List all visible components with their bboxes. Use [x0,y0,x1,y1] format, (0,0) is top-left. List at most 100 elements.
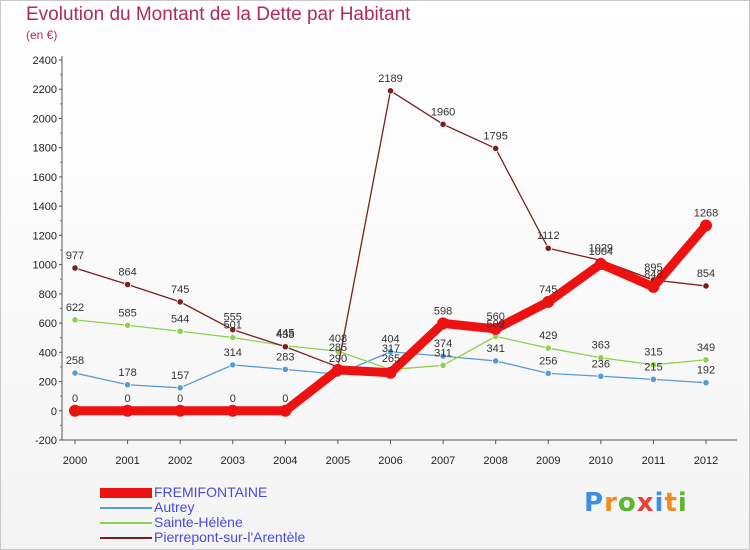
data-label: 178 [118,367,136,379]
series-point-1 [123,381,132,389]
series-point-1 [649,375,658,383]
series-point-3 [702,282,710,290]
series-point-2 [702,356,710,364]
data-label: 0 [125,393,131,405]
x-tick-label: 2001 [115,455,139,467]
data-label: 2189 [378,73,402,85]
series-point-0 [69,404,81,417]
data-label: 317 [382,343,400,355]
x-tick-label: 2004 [273,455,297,467]
data-label: 192 [697,365,715,377]
chart-unit: (en €) [26,28,58,42]
series-point-3 [229,326,237,334]
data-label: 315 [644,347,662,359]
data-label: 285 [329,342,347,354]
x-tick-label: 2000 [63,455,87,467]
series-point-0 [174,404,187,417]
series-point-0 [279,404,292,417]
data-label: 864 [118,266,136,278]
x-tick-label: 2005 [326,455,350,467]
series-point-0 [437,317,450,330]
legend-swatch-autrey [100,506,152,509]
data-label: 363 [592,340,610,352]
data-label: 509 [486,318,504,330]
series-point-3 [439,120,447,128]
y-tick-label: 2400 [33,55,57,67]
chart-title: Evolution du Montant de la Dette par Hab… [26,4,411,25]
y-tick-label: 200 [39,377,57,389]
data-label: 256 [539,355,557,367]
data-label: 311 [434,347,452,359]
data-label: 0 [282,393,288,405]
data-label: 0 [230,393,236,405]
x-tick-label: 2007 [431,455,455,467]
data-label: 215 [644,361,662,373]
x-tick-label: 2008 [483,455,507,467]
y-tick-label: 800 [39,289,57,301]
series-point-2 [597,354,605,362]
data-label: 1112 [537,230,560,242]
x-tick-label: 2009 [536,455,560,467]
logo-letter: o [617,488,637,518]
logo-letter: i [654,488,665,518]
series-point-2 [71,316,79,324]
series-point-1 [597,372,605,380]
data-label: 622 [66,302,84,314]
legend-label-pierrepont: Pierrepont-sur-l'Arentèle [154,529,306,545]
y-tick-label: 1400 [33,201,57,213]
series-point-2 [544,344,552,352]
series-point-3 [123,280,132,289]
legend-swatch-sainte-helene [100,521,152,524]
series-point-3 [492,144,500,153]
series-point-1 [544,369,552,377]
data-label: 1268 [694,207,718,219]
data-label: 1960 [431,106,455,118]
series-point-0 [384,366,397,379]
y-tick-label: 1800 [33,143,57,155]
logo-letter: t [664,488,678,518]
proxiti-logo: Proxiti [584,488,688,518]
series-point-1 [386,348,395,356]
data-label: 585 [118,307,136,319]
series-point-0 [226,404,239,417]
data-label: 1795 [483,130,507,142]
data-label: 848 [644,269,662,281]
y-tick-label: -200 [35,435,57,447]
y-tick-label: 2200 [33,84,57,96]
data-label: 349 [697,342,715,354]
series-point-1 [176,384,184,392]
data-label: 745 [171,284,189,296]
series-point-0 [331,363,344,376]
data-label: 555 [224,312,242,324]
legend-swatch-fremifontaine [100,487,152,498]
data-label: 258 [66,355,84,367]
data-label: 598 [434,305,452,317]
logo-letter: P [584,488,605,518]
x-tick-label: 2003 [221,455,245,467]
data-label: 854 [697,268,715,280]
data-label: 374 [434,338,452,350]
series-point-0 [121,404,134,417]
series-point-2 [439,361,447,369]
y-tick-label: 1000 [33,260,57,272]
series-point-2 [123,321,132,329]
y-tick-label: 600 [39,318,57,330]
series-point-1 [229,361,237,369]
data-label: 429 [539,330,557,342]
logo-letter: r [604,488,618,518]
x-tick-label: 2002 [168,455,192,467]
series-point-3 [386,87,395,95]
legend-label-sainte-helene: Sainte-Hélène [154,514,243,530]
data-label: 1029 [589,242,613,254]
data-label: 1004 [589,246,613,258]
legend-swatch-pierrepont [100,536,152,539]
series-point-3 [71,264,79,272]
series-point-1 [439,352,447,360]
series-point-1 [702,379,710,387]
series-point-1 [492,357,500,365]
series-point-2 [229,333,237,342]
data-label: 438 [276,329,294,341]
data-label: 977 [66,250,84,262]
series-point-0 [489,322,502,335]
series-point-0 [647,280,660,293]
